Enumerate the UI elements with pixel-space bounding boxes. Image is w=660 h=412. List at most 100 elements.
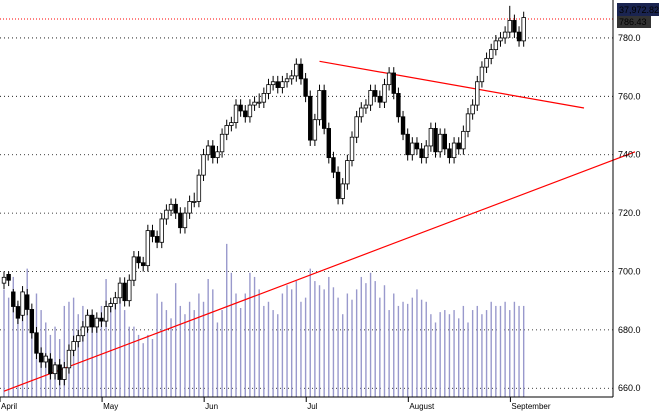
candle-body-46	[215, 151, 220, 159]
candle-62	[289, 70, 294, 85]
candle-47	[219, 128, 225, 158]
candle-89	[414, 137, 420, 155]
price-tick-5: 760.0	[618, 91, 641, 101]
candle-body-54	[252, 101, 257, 106]
candle-body-19	[89, 314, 95, 328]
month-tick-0: April	[1, 402, 17, 411]
candle-61	[284, 72, 290, 88]
candle-body-83	[386, 72, 392, 86]
candle-body-56	[261, 93, 267, 103]
candle-88	[410, 137, 415, 161]
candle-body-8	[38, 352, 44, 363]
candle-36	[168, 198, 174, 217]
candle-body-47	[219, 133, 225, 153]
candle-body-98	[456, 142, 461, 150]
candle-body-92	[428, 128, 434, 147]
candle-63	[294, 58, 299, 82]
candle-body-73	[340, 183, 345, 199]
candle-body-17	[80, 326, 86, 337]
candle-85	[396, 87, 401, 123]
candle-13	[62, 361, 67, 386]
candle-35	[164, 204, 169, 225]
trendline-1	[319, 60, 585, 109]
candle-92	[428, 122, 434, 152]
candle-33	[154, 230, 160, 249]
candle-18	[85, 309, 90, 333]
candle-body-112	[521, 17, 526, 42]
price-tick-0: 660.0	[618, 383, 641, 393]
candle-32	[150, 224, 155, 243]
top-badge-bg	[617, 3, 659, 16]
candle-5	[24, 288, 30, 316]
candle-body-21	[99, 317, 104, 322]
candle-90	[419, 143, 424, 164]
candle-42	[196, 169, 202, 208]
candle-80	[372, 84, 378, 103]
candle-body-9	[43, 355, 48, 363]
candle-55	[256, 93, 262, 109]
candle-25	[117, 277, 123, 304]
candle-body-31	[145, 230, 151, 267]
price-tick-4: 740.0	[618, 150, 641, 160]
candle-1	[6, 271, 11, 287]
candle-body-34	[159, 218, 164, 243]
candle-106	[493, 35, 499, 56]
candle-body-42	[196, 174, 202, 202]
candle-44	[205, 140, 211, 161]
candle-body-72	[335, 171, 341, 199]
candle-body-97	[451, 142, 457, 159]
candle-body-13	[62, 367, 67, 380]
candle-body-58	[270, 81, 276, 86]
candle-body-78	[363, 104, 369, 109]
candle-body-62	[289, 75, 294, 80]
candle-body-25	[117, 282, 123, 299]
candle-body-11	[52, 364, 58, 375]
price-tick-6: 780.0	[618, 33, 641, 43]
candle-body-106	[493, 40, 499, 51]
candle-15	[71, 335, 76, 357]
candle-4	[20, 286, 25, 322]
trendlines	[3, 60, 636, 392]
candle-body-14	[66, 349, 72, 369]
candle-71	[331, 151, 336, 179]
candle-108	[502, 26, 508, 44]
candle-body-29	[136, 256, 141, 264]
candle-22	[103, 300, 109, 327]
candle-body-16	[76, 335, 81, 342]
candle-body-74	[345, 160, 350, 185]
candle-body-104	[484, 57, 489, 68]
candle-body-102	[475, 81, 480, 106]
candle-8	[38, 347, 44, 368]
candle-body-38	[178, 212, 183, 229]
candle-body-4	[20, 291, 25, 316]
candle-body-109	[507, 20, 512, 33]
candle-body-3	[15, 306, 21, 319]
candle-body-111	[516, 31, 522, 42]
candle-111	[516, 26, 522, 47]
candle-66	[308, 90, 313, 146]
candle-65	[303, 72, 308, 103]
candle-body-2	[11, 291, 16, 307]
candle-body-88	[410, 142, 415, 156]
candle-100	[465, 108, 471, 138]
month-tick-labels: April May Jun Jul August September	[0, 397, 551, 411]
candle-112	[521, 11, 526, 47]
candle-body-107	[498, 37, 503, 42]
candle-99	[461, 125, 466, 155]
candle-body-30	[140, 262, 146, 267]
candle-body-55	[256, 101, 262, 104]
candle-46	[215, 145, 220, 164]
candle-body-66	[308, 95, 313, 141]
candle-81	[377, 90, 383, 109]
candle-body-65	[303, 78, 308, 97]
candle-body-86	[400, 116, 406, 135]
candle-41	[192, 192, 197, 208]
candle-body-20	[94, 317, 99, 328]
candle-body-103	[479, 66, 485, 83]
candle-body-45	[210, 145, 215, 159]
candle-27	[127, 274, 132, 307]
candle-body-68	[317, 90, 322, 121]
candle-64	[298, 58, 304, 85]
candle-body-22	[103, 306, 109, 322]
